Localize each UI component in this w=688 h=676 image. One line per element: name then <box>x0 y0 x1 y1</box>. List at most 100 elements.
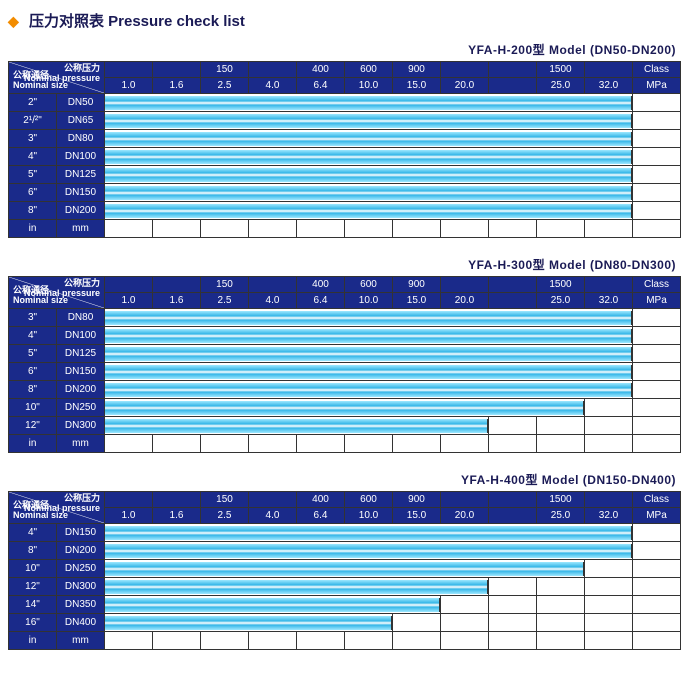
pressure-table: YFA-H-300型 Model (DN80-DN300)公称压力Nominal… <box>8 256 680 453</box>
mpa-header: 15.0 <box>393 293 441 309</box>
class-header <box>153 492 201 508</box>
mpa-header: 4.0 <box>249 508 297 524</box>
empty-cell <box>297 632 345 650</box>
mpa-unit-header: MPa <box>633 508 681 524</box>
table-row: 2¹/²"DN65 <box>9 112 681 130</box>
empty-cell <box>489 596 537 614</box>
mpa-header <box>489 293 537 309</box>
mpa-header: 1.0 <box>105 293 153 309</box>
empty-cell <box>633 632 681 650</box>
class-header: 400 <box>297 62 345 78</box>
empty-cell <box>633 184 681 202</box>
model-label: YFA-H-200型 Model (DN50-DN200) <box>8 41 676 58</box>
pressure-bar-cell <box>105 596 441 614</box>
pressure-bar-cell <box>105 363 633 381</box>
empty-cell <box>633 578 681 596</box>
footer-row: inmm <box>9 435 681 453</box>
empty-cell <box>633 399 681 417</box>
pressure-bar-cell <box>105 381 633 399</box>
size-mm: DN100 <box>57 327 105 345</box>
pressure-bar <box>105 580 488 594</box>
mpa-header: 25.0 <box>537 508 585 524</box>
mpa-header: 6.4 <box>297 508 345 524</box>
table-row: 14"DN350 <box>9 596 681 614</box>
size-mm: DN150 <box>57 363 105 381</box>
size-mm: DN250 <box>57 399 105 417</box>
empty-cell <box>249 435 297 453</box>
empty-cell <box>633 363 681 381</box>
table-row: 5"DN125 <box>9 345 681 363</box>
corner-header: 公称压力Nominal pressure公称通径Nominal size <box>9 277 105 309</box>
footer-in: in <box>9 435 57 453</box>
table-row: 10"DN250 <box>9 560 681 578</box>
empty-cell <box>393 435 441 453</box>
size-in: 14" <box>9 596 57 614</box>
empty-cell <box>585 560 633 578</box>
table-row: 4"DN100 <box>9 148 681 166</box>
mpa-header: 1.6 <box>153 78 201 94</box>
empty-cell <box>585 614 633 632</box>
class-header <box>489 62 537 78</box>
mpa-header: 2.5 <box>201 508 249 524</box>
mpa-header: 4.0 <box>249 293 297 309</box>
size-in: 4" <box>9 148 57 166</box>
class-header: 600 <box>345 277 393 293</box>
size-mm: DN80 <box>57 309 105 327</box>
empty-cell <box>105 435 153 453</box>
table-row: 3"DN80 <box>9 130 681 148</box>
footer-in: in <box>9 632 57 650</box>
empty-cell <box>633 112 681 130</box>
empty-cell <box>537 220 585 238</box>
size-in: 5" <box>9 345 57 363</box>
table-row: 2"DN50 <box>9 94 681 112</box>
class-header: 600 <box>345 62 393 78</box>
size-in: 12" <box>9 578 57 596</box>
empty-cell <box>345 632 393 650</box>
pressure-bar <box>105 544 632 558</box>
mpa-header: 20.0 <box>441 293 489 309</box>
mpa-header: 32.0 <box>585 78 633 94</box>
size-mm: DN400 <box>57 614 105 632</box>
empty-cell <box>633 381 681 399</box>
size-in: 8" <box>9 202 57 220</box>
size-mm: DN200 <box>57 202 105 220</box>
mpa-header: 10.0 <box>345 293 393 309</box>
size-mm: DN125 <box>57 166 105 184</box>
pressure-bar-cell <box>105 94 633 112</box>
class-header <box>105 277 153 293</box>
pressure-bar <box>105 616 392 630</box>
empty-cell <box>489 435 537 453</box>
title-en: Pressure check list <box>108 13 245 30</box>
empty-cell <box>489 632 537 650</box>
mpa-header: 10.0 <box>345 78 393 94</box>
mpa-header: 10.0 <box>345 508 393 524</box>
empty-cell <box>201 435 249 453</box>
class-header <box>249 277 297 293</box>
pressure-bar-cell <box>105 417 489 435</box>
empty-cell <box>201 220 249 238</box>
mpa-header: 15.0 <box>393 78 441 94</box>
mpa-unit-header: MPa <box>633 78 681 94</box>
class-header <box>489 492 537 508</box>
empty-cell <box>441 614 489 632</box>
empty-cell <box>441 596 489 614</box>
table-row: 3"DN80 <box>9 309 681 327</box>
pressure-bar-cell <box>105 130 633 148</box>
mpa-header <box>489 508 537 524</box>
empty-cell <box>105 632 153 650</box>
class-unit-header: Class <box>633 492 681 508</box>
footer-mm: mm <box>57 435 105 453</box>
pressure-check-table: 公称压力Nominal pressure公称通径Nominal size1504… <box>8 491 681 650</box>
diamond-icon: ◆ <box>8 13 19 29</box>
class-header: 900 <box>393 277 441 293</box>
class-header <box>153 277 201 293</box>
empty-cell <box>489 220 537 238</box>
mpa-header: 6.4 <box>297 78 345 94</box>
table-row: 6"DN150 <box>9 363 681 381</box>
class-header <box>585 62 633 78</box>
mpa-header: 6.4 <box>297 293 345 309</box>
class-header <box>441 492 489 508</box>
mpa-header: 1.0 <box>105 508 153 524</box>
empty-cell <box>537 632 585 650</box>
pressure-bar <box>105 114 632 128</box>
